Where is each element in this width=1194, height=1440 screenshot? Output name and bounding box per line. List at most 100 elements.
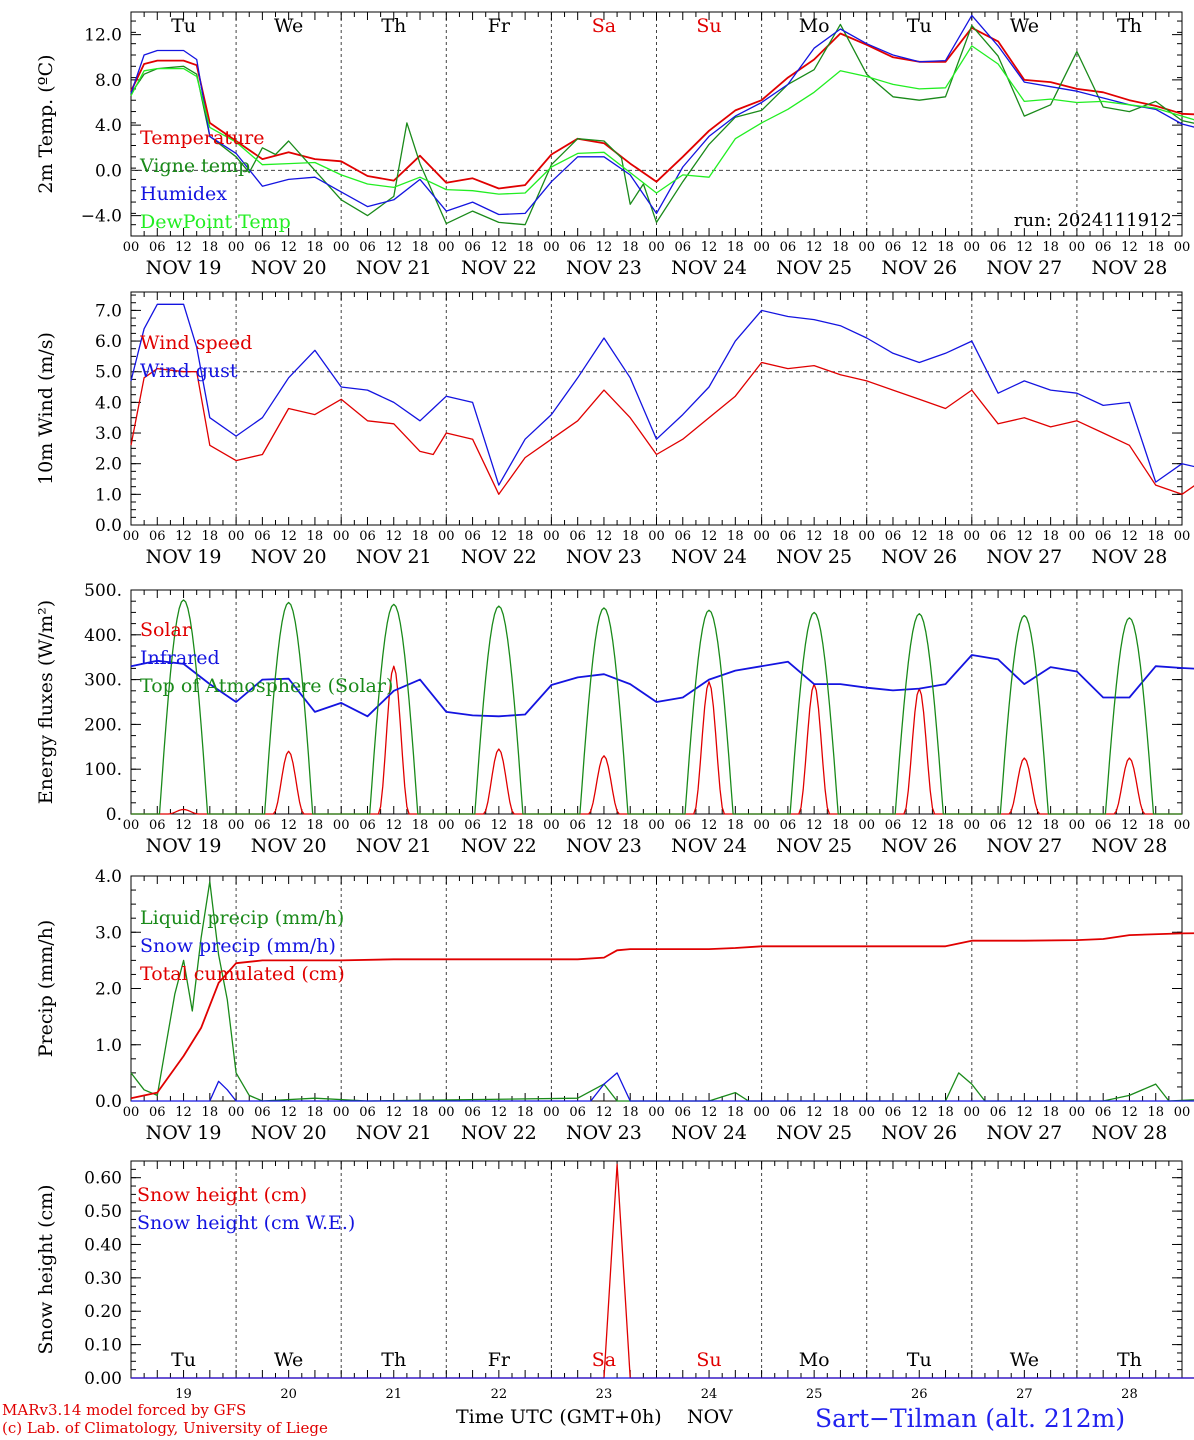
hour-tick-label: 12 <box>911 1105 928 1120</box>
hour-tick-label: 18 <box>307 1105 324 1120</box>
date-label: NOV 27 <box>986 835 1062 857</box>
date-label: NOV 24 <box>671 835 747 857</box>
weekday-label: Sa <box>592 15 616 37</box>
date-label: NOV 22 <box>461 835 537 857</box>
hour-tick-label: 18 <box>622 240 639 255</box>
hour-tick-label: 06 <box>1095 529 1112 544</box>
hour-tick-label: 06 <box>780 529 797 544</box>
series-line <box>130 23 1194 226</box>
hour-tick-label: 00 <box>648 529 665 544</box>
legend-label: Solar <box>140 619 192 641</box>
y-tick-label: 0.0 <box>95 1092 122 1112</box>
hour-tick-label: 00 <box>543 818 560 833</box>
weekday-label: Th <box>1117 15 1142 37</box>
hour-tick-label: 06 <box>885 240 902 255</box>
hour-tick-label: 00 <box>228 1105 245 1120</box>
series-line <box>130 303 1194 486</box>
hour-tick-label: 12 <box>806 529 823 544</box>
hour-tick-label: 00 <box>1069 818 1086 833</box>
date-label: NOV 21 <box>356 546 432 568</box>
hour-tick-label: 12 <box>596 1105 613 1120</box>
hour-tick-label: 12 <box>1016 818 1033 833</box>
hour-tick-label: 18 <box>622 1105 639 1120</box>
y-tick-label: 400. <box>84 626 122 646</box>
legend-label: Snow height (cm) <box>137 1184 307 1206</box>
hour-tick-label: 18 <box>412 529 429 544</box>
hour-tick-label: 00 <box>753 1105 770 1120</box>
date-label: NOV 19 <box>146 257 222 279</box>
hour-tick-label: 06 <box>464 529 481 544</box>
weekday-label: Th <box>381 1349 406 1371</box>
hour-tick-label: 12 <box>280 240 297 255</box>
hour-tick-label: 06 <box>675 818 692 833</box>
hour-tick-label: 00 <box>543 240 560 255</box>
date-label: NOV 20 <box>251 835 327 857</box>
hour-tick-label: 18 <box>1042 529 1059 544</box>
hour-tick-label: 18 <box>412 1105 429 1120</box>
weekday-label: Fr <box>488 15 511 37</box>
date-label: NOV 25 <box>776 546 852 568</box>
hour-tick-label: 18 <box>307 529 324 544</box>
hour-tick-label: 12 <box>385 1105 402 1120</box>
series-line <box>131 599 1182 815</box>
y-axis-title: 2m Temp. (ºC) <box>35 54 57 193</box>
x-axis-month: NOV <box>687 1406 733 1428</box>
weekday-label: We <box>1010 1349 1039 1371</box>
y-tick-label: 7.0 <box>95 301 122 321</box>
date-label: NOV 21 <box>356 257 432 279</box>
hour-tick-label: 06 <box>780 240 797 255</box>
hour-tick-label: 06 <box>569 1105 586 1120</box>
hour-tick-label: 06 <box>1095 818 1112 833</box>
hour-tick-label: 18 <box>937 240 954 255</box>
day-number-label: 28 <box>1121 1387 1138 1402</box>
plot-frame <box>130 11 1183 237</box>
panel-1: −4.0 0.0 4.0 8.0 12.0 2m Temp. (ºC) Tu We Th Fr Sa… <box>35 11 1194 279</box>
legend-label: Wind speed <box>140 332 252 354</box>
y-tick-label: 2.0 <box>95 455 122 475</box>
y-tick-label: 500. <box>84 581 122 601</box>
date-label: NOV 27 <box>986 1122 1062 1144</box>
hour-tick-label: 18 <box>1147 529 1164 544</box>
weekday-label: Tu <box>907 15 932 37</box>
hour-tick-label: 18 <box>727 818 744 833</box>
hour-tick-label: 00 <box>1069 240 1086 255</box>
hour-tick-label: 18 <box>937 818 954 833</box>
hour-tick-label: 18 <box>307 240 324 255</box>
hour-tick-label: 12 <box>175 1105 192 1120</box>
day-number-label: 19 <box>175 1387 192 1402</box>
day-number-label: 26 <box>911 1387 928 1402</box>
hour-tick-label: 06 <box>1095 240 1112 255</box>
hour-tick-label: 18 <box>1042 1105 1059 1120</box>
series-line <box>130 654 1194 718</box>
hour-tick-label: 00 <box>753 240 770 255</box>
series-line <box>130 14 1194 216</box>
y-tick-label: 3.0 <box>95 424 122 444</box>
hour-tick-label: 00 <box>1069 1105 1086 1120</box>
hour-tick-label: 12 <box>175 529 192 544</box>
hour-tick-label: 06 <box>990 529 1007 544</box>
hour-tick-label: 12 <box>1016 1105 1033 1120</box>
hour-tick-label: 18 <box>307 818 324 833</box>
date-label: NOV 23 <box>566 835 642 857</box>
weekday-label: Mo <box>799 15 830 37</box>
hour-tick-label: 12 <box>911 240 928 255</box>
hour-tick-label: 00 <box>543 1105 560 1120</box>
legend-label: Snow precip (mm/h) <box>140 935 336 957</box>
hour-tick-label: 12 <box>1121 529 1138 544</box>
hour-tick-label: 18 <box>202 1105 219 1120</box>
hour-tick-label: 18 <box>517 240 534 255</box>
date-label: NOV 26 <box>881 835 957 857</box>
date-label: NOV 25 <box>776 257 852 279</box>
hour-tick-label: 06 <box>254 529 271 544</box>
hour-tick-label: 12 <box>806 818 823 833</box>
hour-tick-label: 12 <box>701 240 718 255</box>
hour-tick-label: 12 <box>701 1105 718 1120</box>
date-label: NOV 24 <box>671 546 747 568</box>
legend-label: Temperature <box>140 127 264 149</box>
run-annotation: run: 2024111912 <box>1014 210 1172 231</box>
hour-tick-label: 18 <box>517 1105 534 1120</box>
weekday-label: Tu <box>907 1349 932 1371</box>
hour-tick-label: 00 <box>438 529 455 544</box>
hour-tick-label: 00 <box>123 240 140 255</box>
hour-tick-label: 06 <box>464 240 481 255</box>
